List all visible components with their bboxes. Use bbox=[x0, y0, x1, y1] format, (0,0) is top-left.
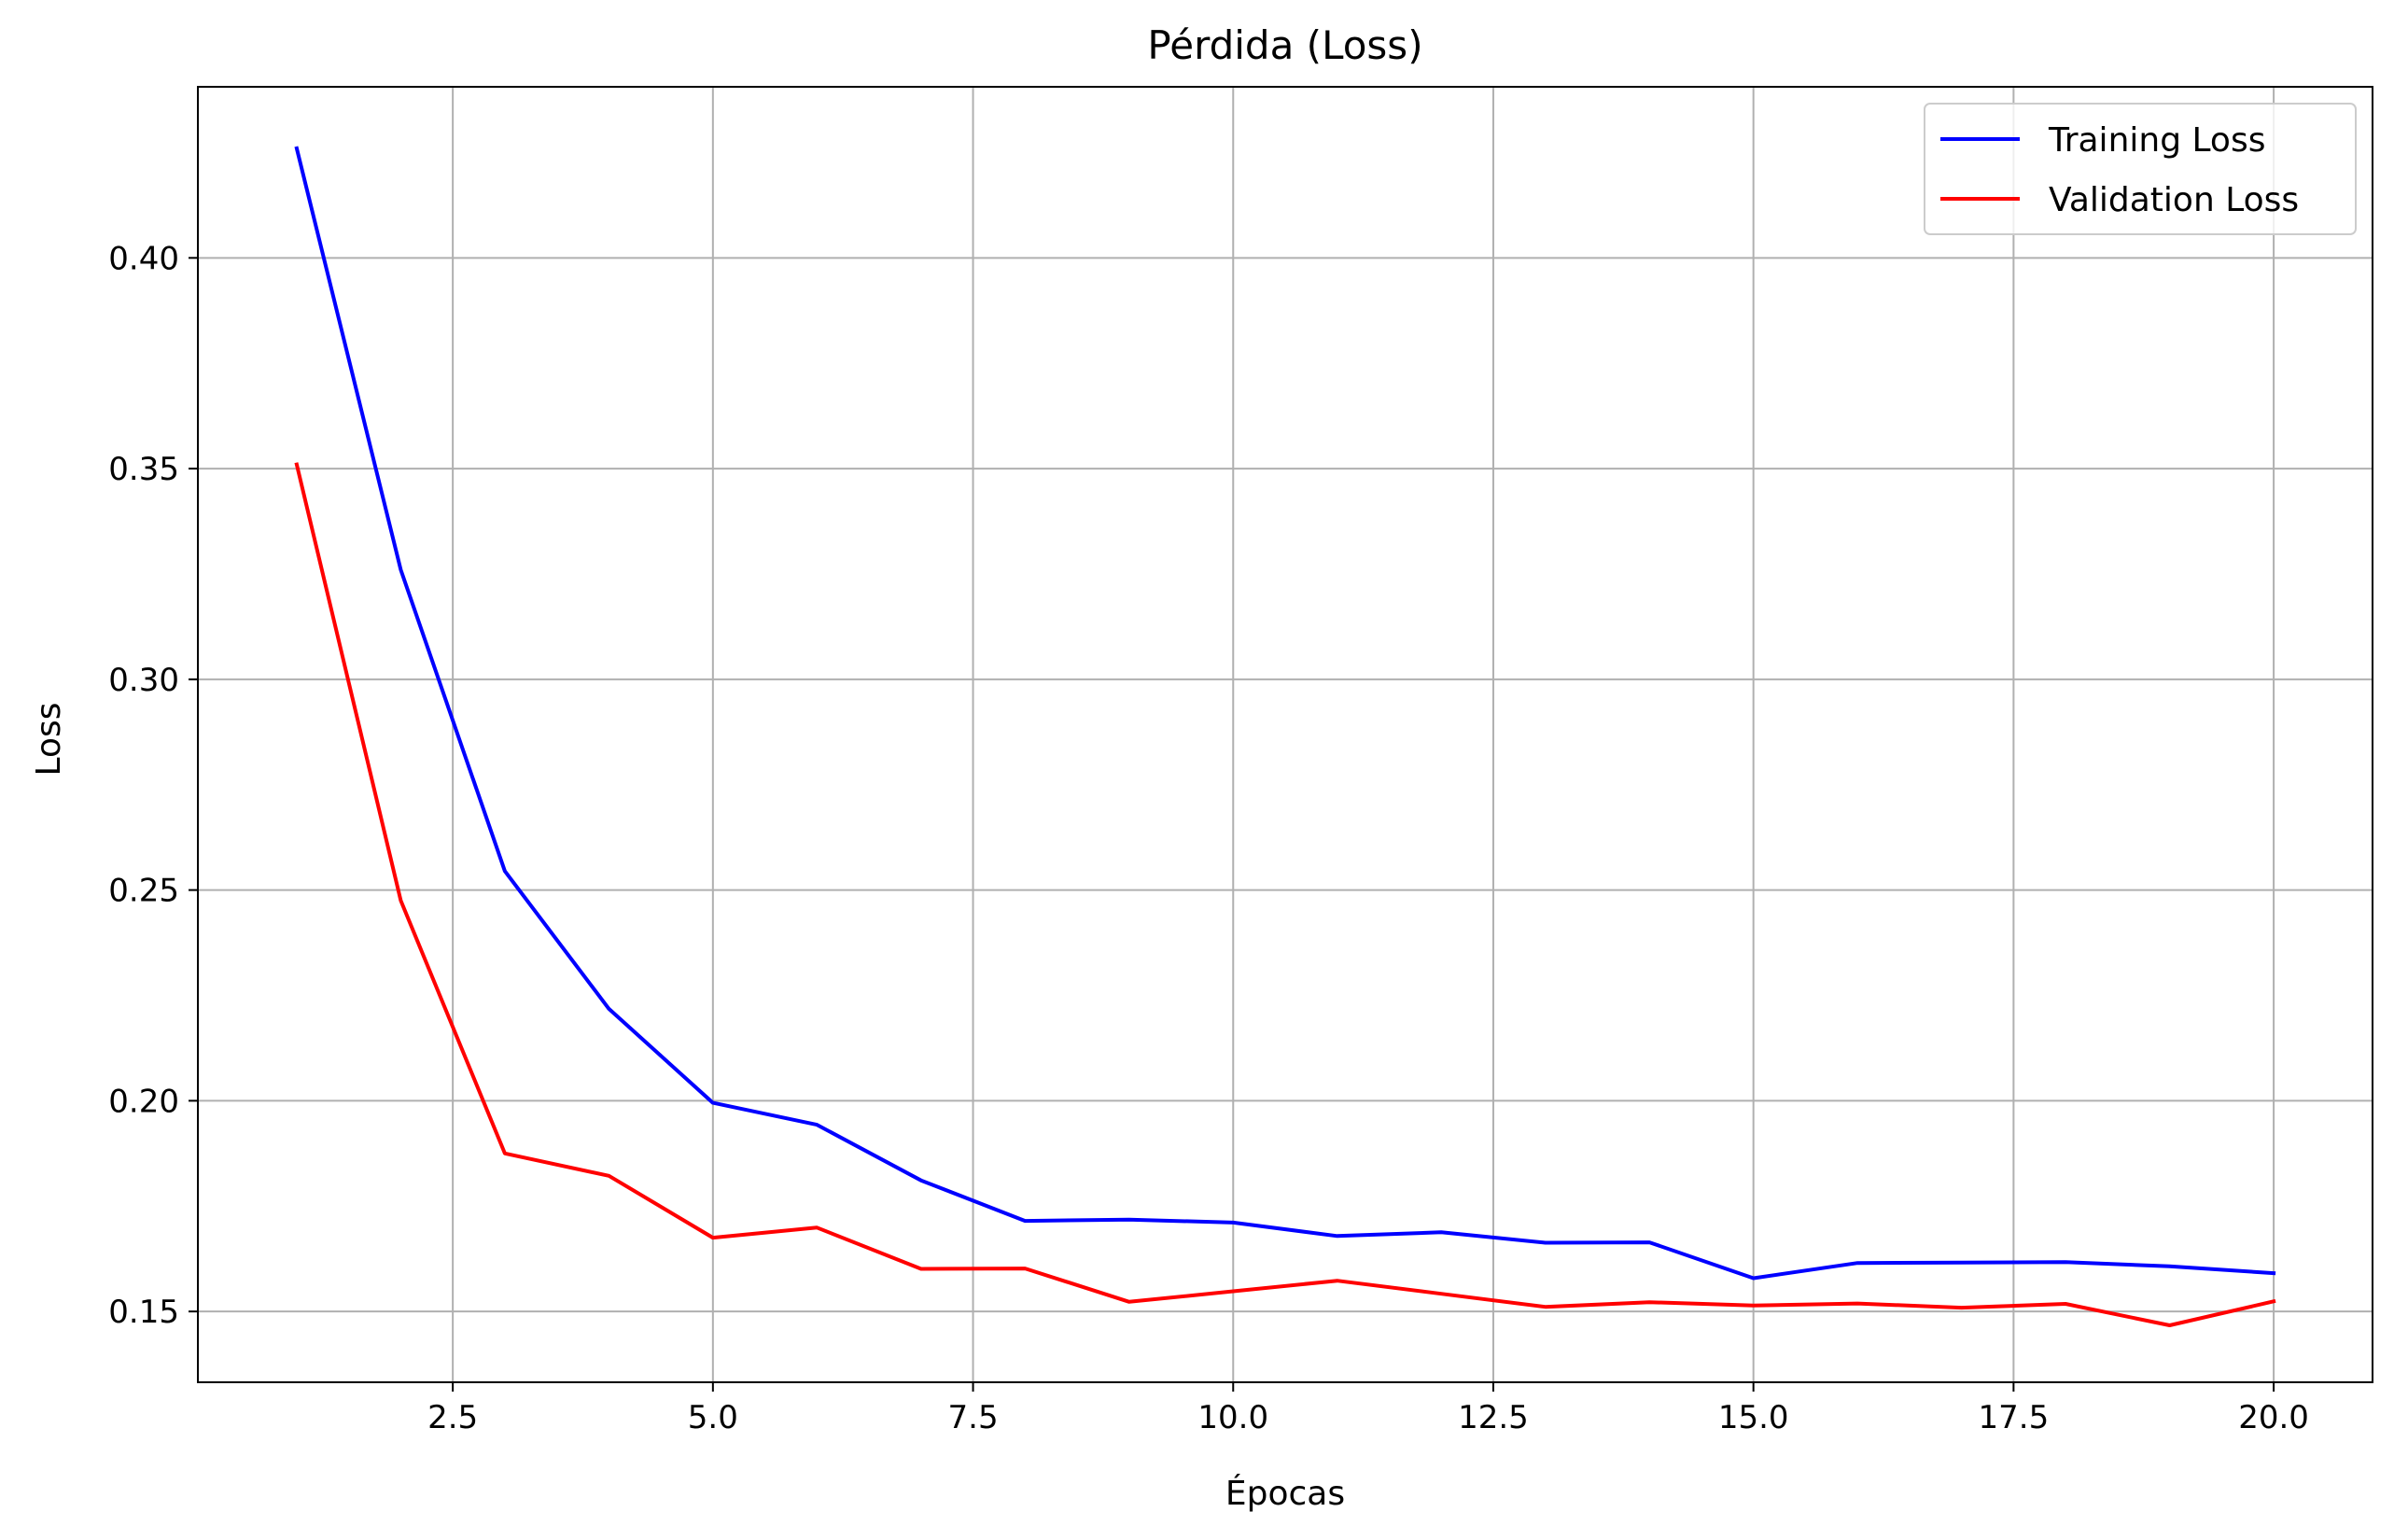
grid-lines bbox=[198, 87, 2373, 1382]
x-tick-label: 5.0 bbox=[688, 1399, 738, 1436]
y-tick-label: 0.20 bbox=[108, 1083, 179, 1120]
plot-frame bbox=[197, 86, 2373, 1383]
x-tick-label: 10.0 bbox=[1197, 1399, 1268, 1436]
y-tick-label: 0.30 bbox=[108, 662, 179, 699]
y-tick-label: 0.25 bbox=[108, 873, 179, 910]
x-tick-label: 20.0 bbox=[2238, 1399, 2309, 1436]
y-tick-label: 0.35 bbox=[108, 451, 179, 488]
chart-title: Pérdida (Loss) bbox=[1147, 22, 1422, 68]
x-tick-label: 12.5 bbox=[1458, 1399, 1529, 1436]
legend-box bbox=[1924, 103, 2357, 235]
series-lines bbox=[294, 146, 2276, 1327]
x-tick-label: 7.5 bbox=[948, 1399, 999, 1436]
legend-label-training: Training Loss bbox=[2048, 121, 2265, 160]
axis-ticks: 2.5 5.0 7.5 10.0 12.5 15.0 17.5 20.0 0.15 0.20 0.2… bbox=[108, 240, 2309, 1436]
y-tick-label: 0.15 bbox=[108, 1294, 179, 1331]
y-tick-label: 0.40 bbox=[108, 240, 179, 277]
series-line-validation bbox=[294, 462, 2276, 1327]
x-tick-label: 2.5 bbox=[427, 1399, 478, 1436]
y-axis-label: Loss bbox=[30, 703, 68, 777]
x-tick-label: 15.0 bbox=[1718, 1399, 1789, 1436]
x-axis-label: Épocas bbox=[1225, 1474, 1345, 1513]
legend: Training Loss Validation Loss bbox=[1924, 103, 2357, 235]
legend-label-validation: Validation Loss bbox=[2049, 181, 2299, 219]
x-tick-label: 17.5 bbox=[1979, 1399, 2050, 1436]
series-line-training bbox=[294, 146, 2276, 1281]
